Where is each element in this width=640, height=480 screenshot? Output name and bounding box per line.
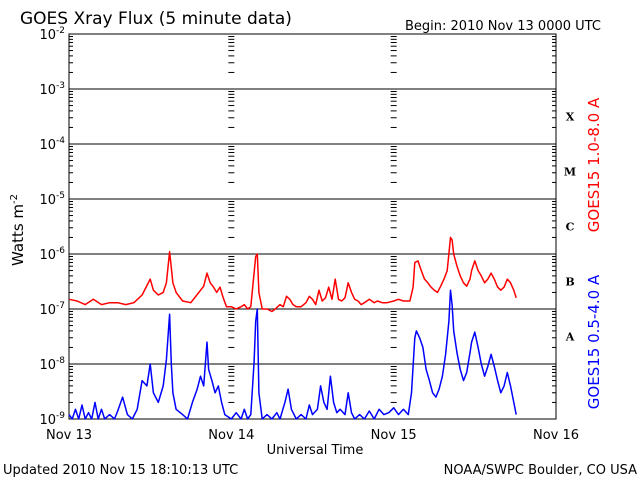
chart-title: GOES Xray Flux (5 minute data) [20, 9, 292, 29]
x-axis-label: Universal Time [267, 443, 364, 458]
y-tick-base: 10 [39, 303, 56, 318]
plot-frame [68, 33, 557, 420]
y-tick-base: 10 [39, 248, 56, 263]
y-tick-exponent: -2 [56, 26, 65, 36]
y-tick-exponent: -7 [56, 301, 65, 311]
y-tick-exponent: -3 [56, 81, 65, 91]
y-tick-exponent: -9 [56, 411, 65, 421]
y-axis-label-sup: -2 [9, 194, 20, 204]
x-tick-label: Nov 14 [208, 428, 254, 443]
y-tick-label: 10-4 [39, 136, 65, 153]
flare-class-label: X [566, 111, 575, 124]
y-tick-base: 10 [39, 413, 56, 428]
y-tick-label: 10-5 [39, 191, 65, 208]
x-tick-label: Nov 13 [46, 428, 92, 443]
y-axis-label: Watts m-2 [9, 194, 27, 266]
flare-class-label: B [565, 276, 574, 289]
flare-class-labels: A B C M X [564, 111, 576, 344]
y-tick-exponent: -8 [56, 356, 65, 366]
updated-footer: Updated 2010 Nov 15 18:10:13 UTC [3, 463, 238, 478]
series-line-short-wavelength [68, 289, 517, 420]
flare-class-label: M [564, 166, 576, 179]
y-tick-label: 10-2 [39, 26, 65, 43]
y-tick-label: 10-6 [39, 246, 65, 263]
y-axis-label-main: Watts m [9, 204, 27, 266]
y-tick-base: 10 [39, 193, 56, 208]
y-tick-labels: 10-910-810-710-610-510-410-310-2 [39, 26, 65, 428]
y-tick-exponent: -5 [56, 191, 65, 201]
day-separator-ticks [228, 36, 397, 420]
begin-label: Begin: 2010 Nov 13 0000 UTC [405, 19, 601, 34]
x-tick-label: Nov 15 [371, 428, 417, 443]
y-tick-label: 10-9 [39, 411, 65, 428]
y-tick-label: 10-3 [39, 81, 65, 98]
series-lines [68, 236, 517, 420]
y-tick-base: 10 [39, 83, 56, 98]
y-tick-exponent: -4 [56, 136, 65, 146]
y-tick-base: 10 [39, 358, 56, 373]
y-tick-label: 10-8 [39, 356, 65, 373]
credit-footer: NOAA/SWPC Boulder, CO USA [444, 463, 637, 478]
series-line-long-wavelength [68, 236, 517, 313]
x-tick-label: Nov 16 [533, 428, 579, 443]
gridlines [69, 36, 556, 403]
x-tick-labels: Nov 13 Nov 14 Nov 15 Nov 16 [46, 428, 579, 443]
legend-series-long: GOES15 1.0-8.0 A [585, 97, 603, 232]
y-tick-base: 10 [39, 138, 56, 153]
legend-series-short: GOES15 0.5-4.0 A [585, 274, 603, 409]
flare-class-label: C [566, 221, 575, 234]
flare-class-label: A [565, 331, 575, 344]
y-tick-label: 10-7 [39, 301, 65, 318]
y-tick-base: 10 [39, 28, 56, 43]
y-tick-exponent: -6 [56, 246, 65, 256]
